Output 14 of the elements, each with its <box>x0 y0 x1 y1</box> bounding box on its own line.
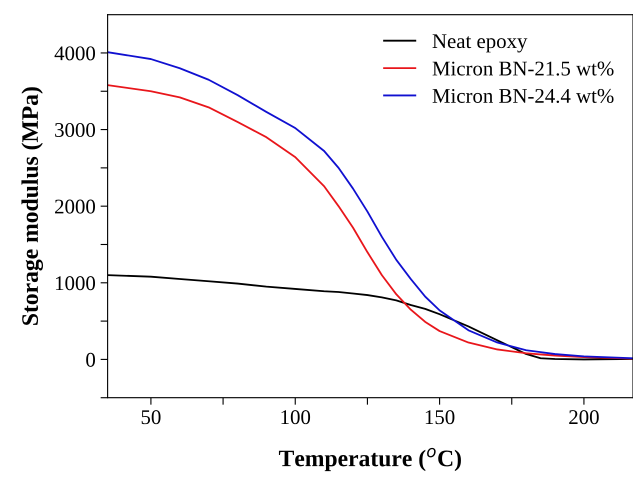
legend-label: Micron BN-24.4 wt% <box>432 88 614 104</box>
y-axis-title: Storage modulus (MPa) <box>21 87 44 325</box>
y-tick-label: 4000 <box>54 46 96 60</box>
y-tick-label: 1000 <box>56 276 96 290</box>
x-axis-title: Temperature ($^{o}$C) <box>278 448 461 472</box>
y-tick-label: 2000 <box>55 200 96 214</box>
legend-label: Neat epoxy <box>432 34 528 52</box>
y-tick-label: 3000 <box>55 122 96 137</box>
x-tick-label: 150 <box>426 410 454 424</box>
x-tick-label: 50 <box>142 410 161 424</box>
x-tick-label: 200 <box>569 410 599 424</box>
y-tick-label: 0 <box>86 352 96 367</box>
x-tick-label: 100 <box>281 410 310 424</box>
legend-label: Micron BN-21.5 wt% <box>432 62 614 76</box>
